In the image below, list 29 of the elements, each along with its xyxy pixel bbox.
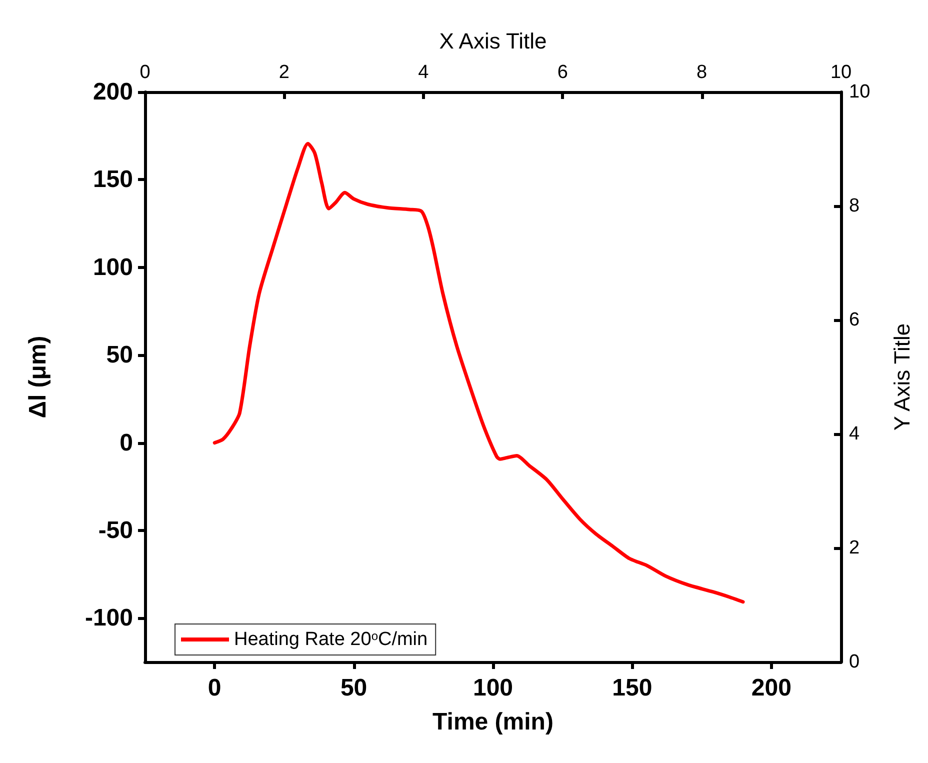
x2-tick-label: 2 (278, 62, 290, 83)
x-tick-label: 100 (472, 674, 514, 702)
y-axis-title: Δl (μm) (24, 336, 52, 418)
x2-tick-label: 10 (830, 62, 852, 83)
y-tick-label: 200 (92, 78, 133, 106)
x-tick-label: 0 (208, 674, 222, 702)
x-tick-label: 200 (751, 674, 792, 702)
y2-tick-label: 8 (849, 196, 860, 216)
y-tick-label: 0 (120, 429, 133, 456)
x2-tick-label: 6 (557, 62, 568, 83)
y-tick-label: 100 (92, 254, 133, 281)
y2-tick-label: 0 (849, 652, 860, 672)
y2-tick-label: 2 (849, 538, 860, 558)
x2-tick-label: 0 (140, 62, 150, 83)
y2-tick-label: 10 (849, 82, 870, 102)
x-tick-label: 150 (612, 674, 652, 702)
y-tick-label: 50 (106, 342, 133, 369)
x-axis-title: Time (min) (432, 708, 554, 736)
x2-axis-title: X Axis Title (439, 28, 547, 54)
y-tick-label: 150 (92, 166, 133, 194)
y2-tick-label: 6 (849, 310, 860, 330)
y2-axis-title: Y Axis Title (890, 323, 914, 431)
line-series (212, 142, 745, 604)
y2-tick-label: 4 (849, 424, 860, 444)
y-tick-label: -50 (98, 516, 133, 544)
x2-tick-label: 4 (418, 62, 430, 83)
y-tick-label: -100 (84, 604, 133, 632)
x-tick-label: 50 (340, 674, 368, 702)
x2-tick-label: 8 (696, 62, 708, 83)
